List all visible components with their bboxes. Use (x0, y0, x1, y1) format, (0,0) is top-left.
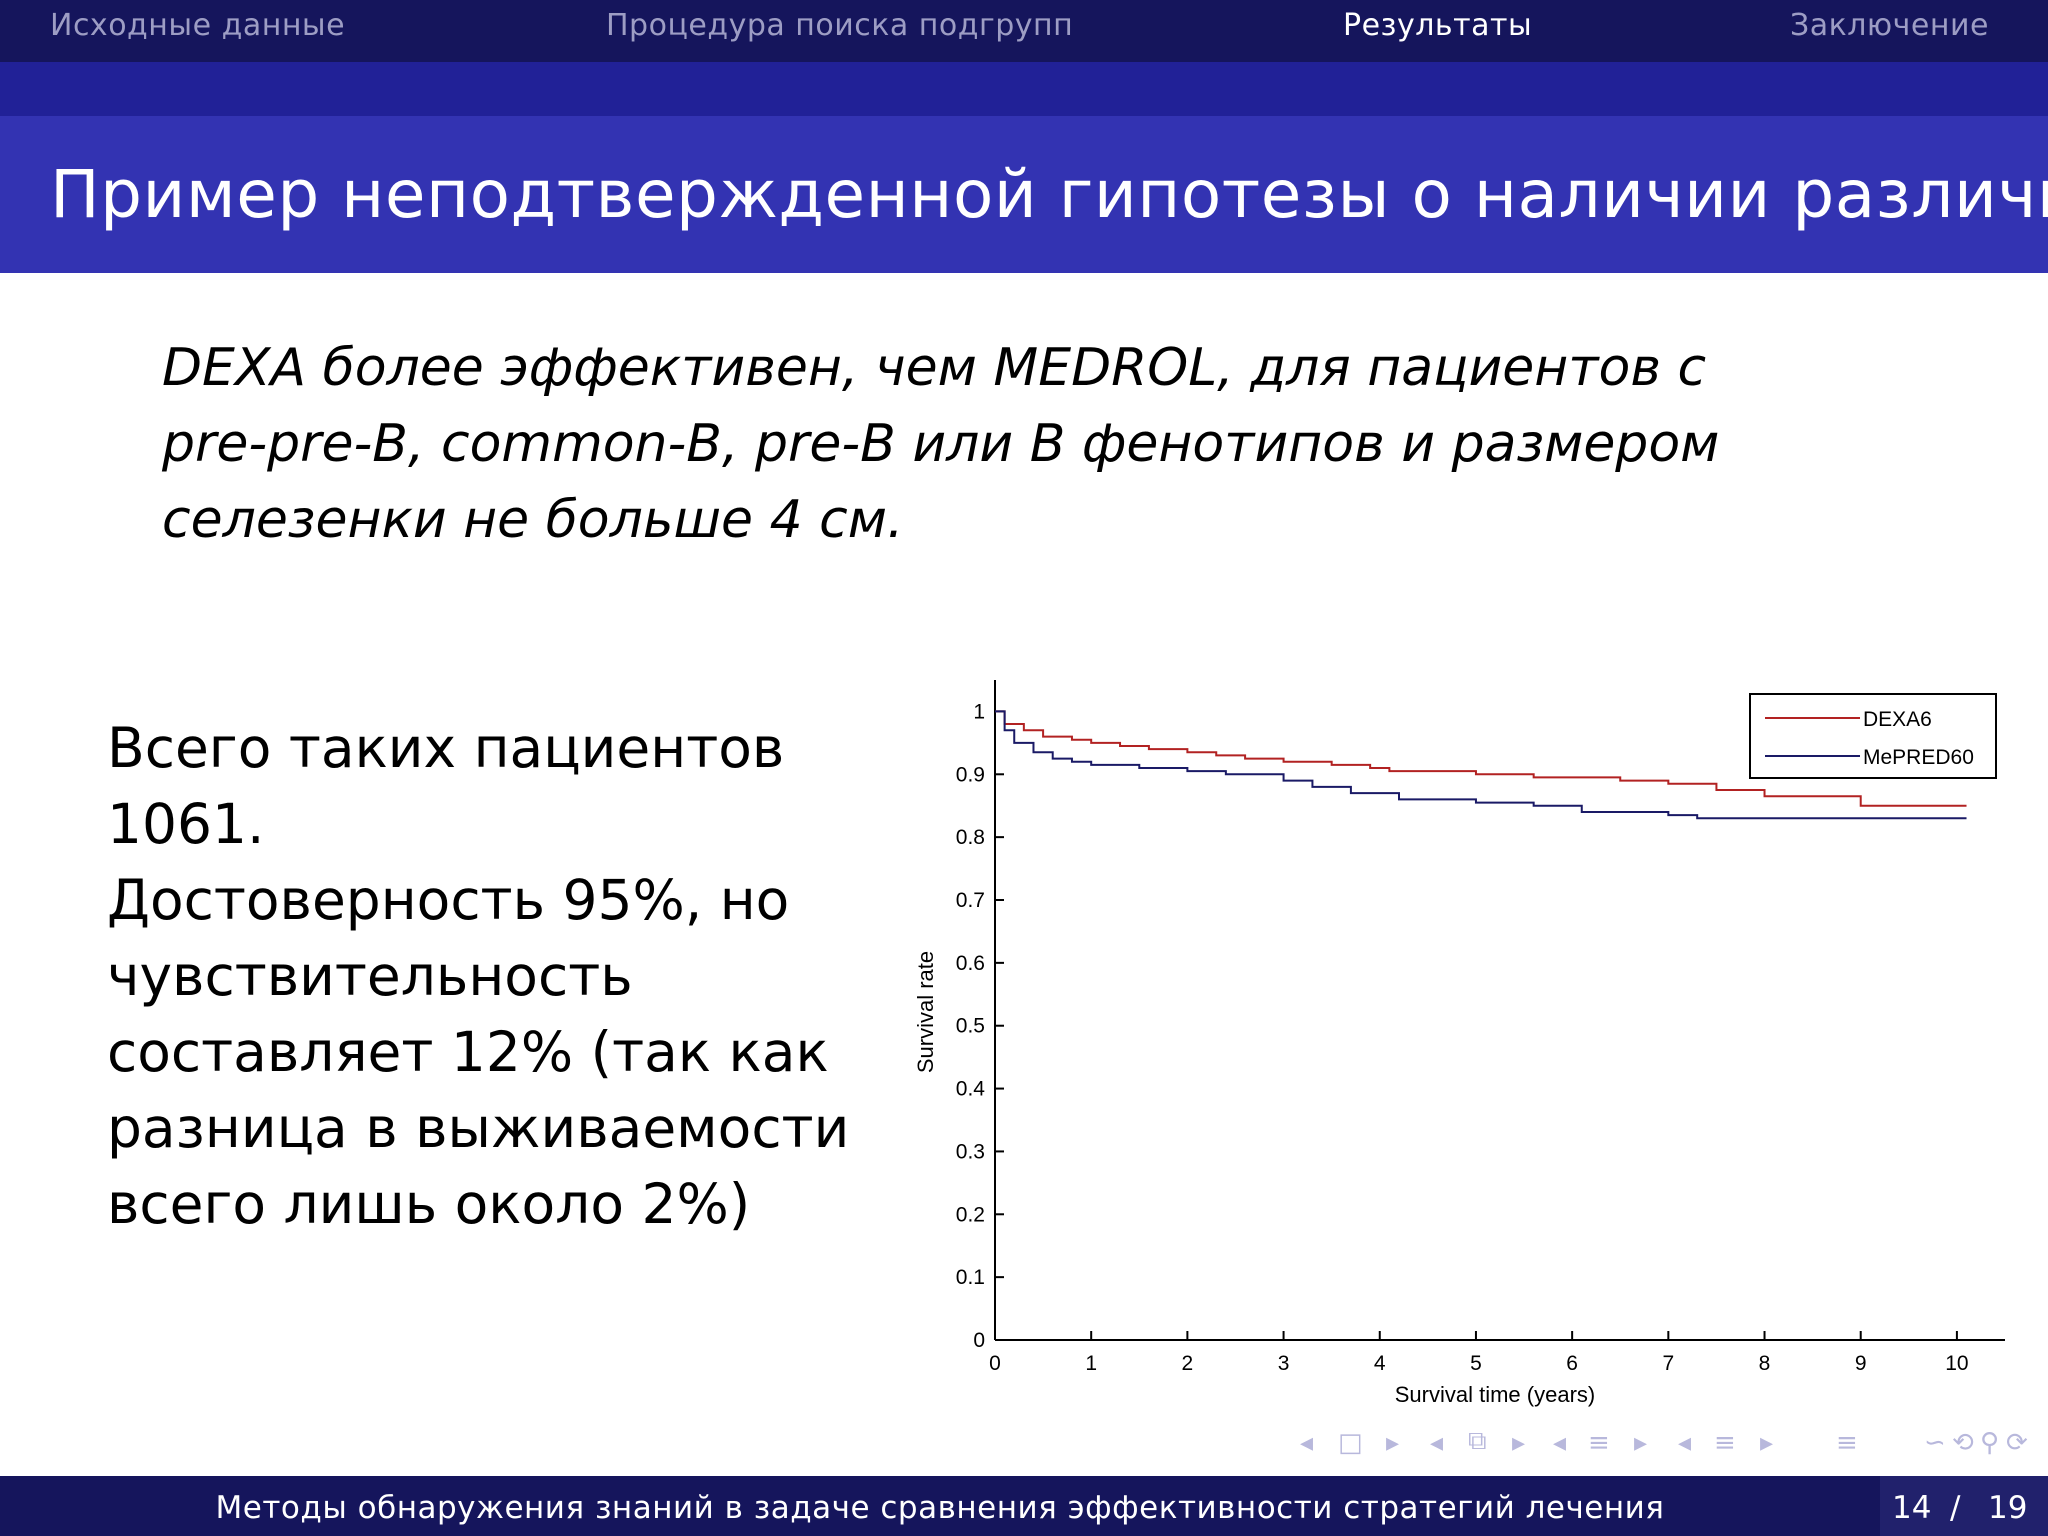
x-tick-label: 9 (1855, 1352, 1867, 1375)
x-tick-label: 10 (1945, 1352, 1968, 1375)
nav-symbol-icon[interactable]: □ (1338, 1428, 1363, 1458)
page-separator: / (1950, 1490, 1961, 1526)
description-line: Достоверность 95%, но (107, 868, 790, 932)
chart-axes: 0 1 2 3 4 5 6 7 8 9 10 0 0.1 0.2 0.3 0.4 0.5 0.6 0.7 0.8 0.9… (956, 680, 2005, 1375)
legend-label: DEXA6 (1863, 708, 1932, 731)
x-axis-label: Survival time (years) (1395, 1382, 1595, 1407)
nav-symbol-icon[interactable]: ▸ (1512, 1428, 1526, 1458)
top-navigation: Исходные данные Процедура поиска подгруп… (0, 0, 2048, 62)
title-bar: Пример неподтвержденной гипотезы о налич… (0, 116, 2048, 273)
page-total: 19 (1988, 1490, 2028, 1526)
nav-symbol-icon[interactable]: ◂ (1300, 1428, 1314, 1458)
nav-symbol-icon[interactable]: ⟳ (2006, 1428, 2028, 1458)
footer-title: Методы обнаружения знаний в задаче сравн… (215, 1490, 1665, 1526)
y-tick-label: 0.5 (956, 1015, 985, 1038)
x-tick-label: 0 (989, 1352, 1001, 1375)
x-tick-label: 2 (1182, 1352, 1194, 1375)
hypothesis-line: pre-pre-B, common-B, pre-B или B фенотип… (162, 414, 1720, 474)
series-line-1 (995, 710, 1967, 820)
result-description: Всего таких пациентов 1061. Достоверност… (107, 710, 867, 1242)
nav-symbol-icon[interactable]: ▸ (1760, 1428, 1774, 1458)
y-tick-label: 0.9 (956, 763, 985, 786)
y-axis-label: Survival rate (913, 951, 938, 1073)
description-line: всего лишь около 2%) (107, 1172, 751, 1236)
nav-item-subgroup-search[interactable]: Процедура поиска подгрупп (606, 8, 1074, 43)
x-tick-label: 1 (1085, 1352, 1097, 1375)
subsection-bar (0, 62, 2048, 116)
y-tick-label: 0.3 (956, 1140, 985, 1163)
y-tick-label: 0.7 (956, 889, 985, 912)
y-tick-label: 1 (973, 700, 985, 723)
nav-symbol-icon[interactable]: ▸ (1634, 1428, 1648, 1458)
y-tick-label: 0.4 (956, 1078, 986, 1101)
y-tick-label: 0.6 (956, 952, 985, 975)
y-tick-label: 0.1 (956, 1266, 985, 1289)
nav-symbol-icon[interactable]: ⧉ (1468, 1426, 1487, 1456)
survival-chart: 0 1 2 3 4 5 6 7 8 9 10 0 0.1 0.2 0.3 0.4 0.5 0.6 0.7 0.8 0.9… (913, 680, 2005, 1407)
description-line: составляет 12% (так как (107, 1020, 829, 1084)
x-tick-label: 3 (1278, 1352, 1290, 1375)
x-tick-label: 6 (1566, 1352, 1578, 1375)
nav-symbol-icon[interactable]: ≡ (1588, 1428, 1610, 1458)
nav-symbol-icon[interactable]: ⟲ (1952, 1428, 1974, 1458)
x-tick-label: 8 (1759, 1352, 1771, 1375)
nav-symbol-icon[interactable]: ▸ (1386, 1428, 1400, 1458)
description-line: разница в выживаемости (107, 1096, 850, 1160)
x-tick-label: 7 (1662, 1352, 1674, 1375)
page-number: 14 / 19 (1880, 1476, 2048, 1536)
x-tick-label: 4 (1374, 1352, 1386, 1375)
chart-series (995, 710, 1967, 820)
nav-symbol-icon[interactable]: ◂ (1678, 1428, 1692, 1458)
nav-symbol-icon[interactable]: ◂ (1553, 1428, 1567, 1458)
page-current: 14 (1892, 1490, 1932, 1526)
x-tick-label: 5 (1470, 1352, 1482, 1375)
description-line: 1061. (107, 792, 265, 856)
legend-label: MePRED60 (1863, 746, 1974, 769)
footer-bar: Методы обнаружения знаний в задаче сравн… (0, 1476, 2048, 1536)
nav-item-conclusion[interactable]: Заключение (1790, 8, 1989, 43)
hypothesis-line: селезенки не больше 4 см. (162, 490, 904, 550)
nav-item-initial-data[interactable]: Исходные данные (50, 8, 346, 43)
nav-symbol-icon[interactable]: ∽ (1924, 1428, 1946, 1458)
nav-symbol-icon[interactable]: ⚲ (1980, 1428, 2000, 1458)
nav-symbol-icon[interactable]: ≡ (1714, 1428, 1736, 1458)
nav-item-results[interactable]: Результаты (1343, 8, 1533, 43)
slide-title: Пример неподтвержденной гипотезы о налич… (50, 156, 2048, 233)
legend-box (1749, 693, 1997, 779)
y-tick-label: 0.2 (956, 1203, 985, 1226)
nav-symbol-icon[interactable]: ◂ (1430, 1428, 1444, 1458)
series-line-0 (995, 710, 1967, 807)
chart-legend: DEXA6 MePRED60 (1749, 693, 1997, 779)
description-line: Всего таких пациентов (107, 716, 785, 780)
y-tick-label: 0 (973, 1329, 985, 1352)
nav-symbol-icon[interactable]: ≡ (1836, 1428, 1858, 1458)
y-tick-label: 0.8 (956, 826, 985, 849)
hypothesis-text: DEXA более эффективен, чем MEDROL, для п… (162, 330, 1762, 558)
hypothesis-line: DEXA более эффективен, чем MEDROL, для п… (162, 338, 1707, 398)
description-line: чувствительность (107, 944, 633, 1008)
